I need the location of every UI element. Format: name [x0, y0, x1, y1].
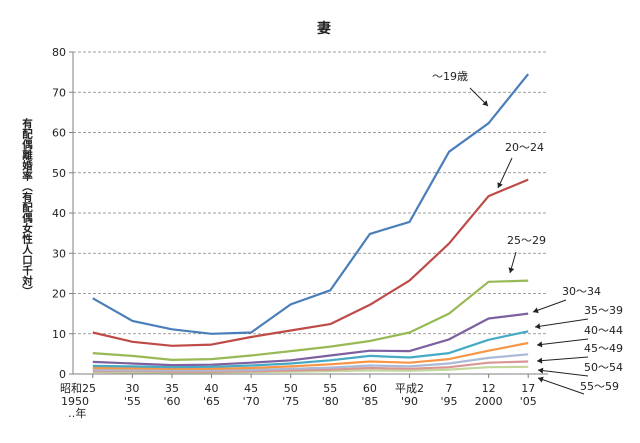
series-lines: [92, 73, 530, 374]
series-label-0: ～19歳: [432, 70, 468, 83]
x-tick-bottom-7: '85: [361, 395, 378, 408]
series-line-4: [92, 330, 529, 369]
y-tick-label-40: 40: [52, 207, 66, 220]
x-tick-top-9: 7: [446, 382, 453, 395]
x-tick-bottom-2: '60: [163, 395, 180, 408]
series-label-2: 25～29: [507, 234, 546, 247]
leader-line-1: [497, 157, 513, 189]
leader-arrow-8: [538, 376, 544, 383]
x-tick-bottom-10: 2000: [475, 395, 503, 408]
leader-line-5: [536, 338, 589, 346]
x-tick-top-7: 60: [363, 382, 377, 395]
leader-line-3: [532, 299, 567, 313]
series-line-1: [92, 178, 529, 347]
x-tick-bottom-5: '75: [282, 395, 299, 408]
leader-arrow-3: [533, 307, 539, 314]
series-line-7: [92, 360, 529, 373]
leader-arrow-6: [537, 357, 543, 364]
x-tick-top-4: 45: [244, 382, 258, 395]
x-tick-bottom-8: '90: [401, 395, 418, 408]
leader-arrow-2: [508, 267, 515, 273]
series-label-8: 55～59: [580, 380, 619, 393]
x-tick-top-1: 30: [125, 382, 139, 395]
series-label-6: 45～49: [584, 342, 623, 355]
y-tick-label-60: 60: [52, 127, 66, 140]
leader-line-6: [536, 356, 589, 362]
series-label-4: 35～39: [584, 304, 623, 317]
leader-arrow-7: [538, 367, 544, 374]
y-tick-label-80: 80: [52, 46, 66, 59]
grid-lines: [73, 51, 548, 335]
x-tick-top-11: 17: [521, 382, 535, 395]
x-tick-top-10: 12: [482, 382, 496, 395]
leader-line-8: [537, 377, 585, 395]
series-label-1: 20～24: [505, 141, 544, 154]
y-tick-label-20: 20: [52, 288, 66, 301]
x-tick-top-0: 昭和25: [60, 382, 96, 395]
y-tick-label-50: 50: [52, 167, 66, 180]
x-tick-top-3: 40: [205, 382, 219, 395]
y-tick-label-30: 30: [52, 247, 66, 260]
x-tick-bottom-3: '65: [203, 395, 220, 408]
x-tick-bottom-1: '55: [124, 395, 141, 408]
series-labels: ～19歳 20～24 25～29 30～34 35～39 40～44 45～49 50～54 5…: [432, 70, 623, 393]
chart-title: 妻: [317, 20, 331, 37]
leader-line-4: [534, 318, 589, 328]
series-label-leaders: [469, 87, 589, 395]
x-tick-bottom-4: '70: [243, 395, 260, 408]
leader-arrow-4: [535, 323, 541, 330]
leader-arrow-1: [497, 182, 503, 188]
axes: [69, 51, 548, 378]
x-tick-top-2: 35: [165, 382, 179, 395]
series-label-5: 40～44: [584, 324, 623, 337]
x-tick-bottom-11: '05: [520, 395, 537, 408]
x-tick-bottom-6: '80: [322, 395, 339, 408]
y-tick-label-70: 70: [52, 86, 66, 99]
leader-arrow-0: [482, 100, 488, 106]
x-tick-top-6: 55: [323, 382, 337, 395]
x-tick-bottom-0: 1950: [61, 395, 89, 408]
series-line-2: [92, 279, 529, 361]
y-tick-label-0: 0: [59, 368, 66, 381]
series-line-3: [92, 312, 529, 367]
leader-arrow-5: [537, 341, 543, 348]
series-line-5: [92, 341, 529, 370]
x-tick-top-5: 50: [284, 382, 298, 395]
series-line-6: [92, 353, 529, 372]
y-tick-labels: 0 10 20 30 40 50 60 70 80: [52, 46, 66, 381]
x-tick-bottom-9: '95: [441, 395, 458, 408]
leader-line-7: [537, 369, 589, 377]
series-line-0: [92, 73, 530, 335]
series-label-3: 30～34: [562, 285, 601, 298]
x-tick-top-8: 平成2: [395, 382, 424, 395]
y-tick-label-10: 10: [52, 328, 66, 341]
x-axis-unit-note: ‥年: [68, 406, 86, 420]
series-label-7: 50～54: [584, 361, 623, 374]
y-axis-label: 有配偶離婚率（有配偶女性人口千対）: [21, 118, 33, 297]
